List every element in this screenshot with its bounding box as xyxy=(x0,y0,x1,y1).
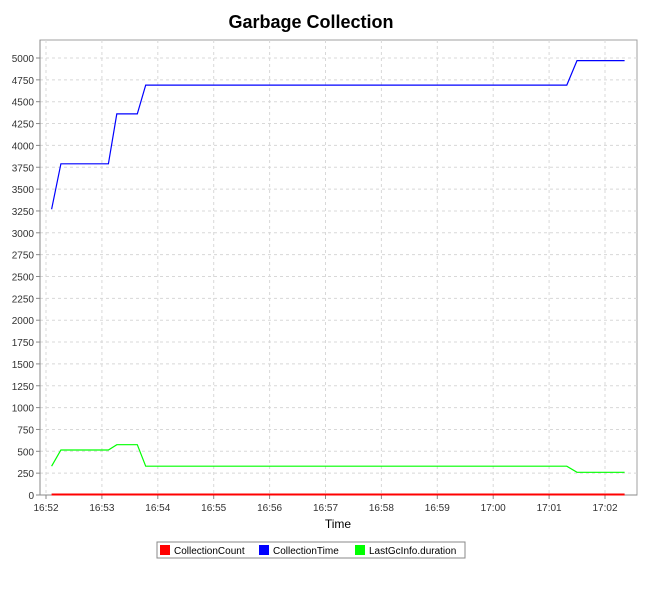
x-tick-label: 16:55 xyxy=(201,503,226,514)
x-tick-label: 17:00 xyxy=(481,503,506,514)
series-line-collectiontime xyxy=(51,59,625,210)
y-tick-label: 750 xyxy=(17,425,34,436)
y-tick-label: 2750 xyxy=(12,251,35,262)
y-tick-label: 3250 xyxy=(12,207,35,218)
legend-item: CollectionCount xyxy=(160,545,245,557)
x-tick-label: 16:57 xyxy=(313,503,338,514)
x-tick-label: 16:56 xyxy=(257,503,282,514)
legend-item: LastGcInfo.duration xyxy=(355,545,456,557)
y-tick-label: 1750 xyxy=(12,338,35,349)
x-tick-label: 16:59 xyxy=(425,503,450,514)
plot-area xyxy=(39,39,638,496)
y-tick-label: 3750 xyxy=(12,163,35,174)
y-tick-label: 4000 xyxy=(12,141,35,152)
legend-label: CollectionCount xyxy=(174,546,245,557)
x-tick-label: 16:58 xyxy=(369,503,394,514)
legend: CollectionCount CollectionTime LastGcInfo.… xyxy=(156,541,466,559)
legend-label: CollectionTime xyxy=(273,546,339,557)
x-tick-label: 16:54 xyxy=(145,503,170,514)
y-tick-label: 3000 xyxy=(12,229,35,240)
legend-item: CollectionTime xyxy=(259,545,339,557)
chart-title: Garbage Collection xyxy=(228,12,393,32)
y-tick-label: 500 xyxy=(17,447,34,458)
y-tick-label: 3500 xyxy=(12,185,35,196)
y-tick-label: 5000 xyxy=(12,54,35,65)
y-tick-label: 1250 xyxy=(12,382,35,393)
legend-swatch xyxy=(160,545,170,555)
y-tick-label: 1500 xyxy=(12,360,35,371)
y-tick-label: 4750 xyxy=(12,76,35,87)
y-tick-label: 4250 xyxy=(12,120,35,131)
series-line-lastgcinfo-duration xyxy=(51,444,625,473)
legend-swatch xyxy=(259,545,269,555)
y-tick-label: 250 xyxy=(17,469,34,480)
legend-swatch xyxy=(355,545,365,555)
y-tick-label: 2250 xyxy=(12,294,35,305)
x-tick-label: 17:01 xyxy=(537,503,562,514)
x-tick-label: 16:52 xyxy=(33,503,58,514)
legend-label: LastGcInfo.duration xyxy=(369,546,456,557)
y-tick-label: 1000 xyxy=(12,404,35,415)
y-tick-label: 0 xyxy=(28,491,34,502)
y-tick-label: 2000 xyxy=(12,316,35,327)
x-axis-label: Time xyxy=(325,517,352,531)
x-tick-label: 17:02 xyxy=(592,503,617,514)
x-tick-label: 16:53 xyxy=(89,503,114,514)
y-tick-label: 2500 xyxy=(12,273,35,284)
y-tick-label: 4500 xyxy=(12,98,35,109)
legend-box xyxy=(156,541,466,559)
